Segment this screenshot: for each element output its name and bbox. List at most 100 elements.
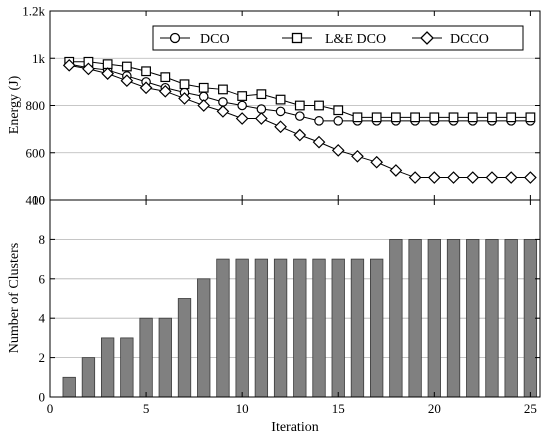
point-dcco: [504, 171, 518, 184]
legend-box: [152, 25, 524, 51]
point-l-e-dco: [525, 112, 536, 123]
point-l-e-dco: [160, 72, 171, 83]
energy-y-tick-label: 400: [26, 193, 46, 208]
cluster-bar: [254, 258, 269, 398]
cluster-bar: [466, 238, 480, 398]
point-l-e-dco: [256, 89, 267, 100]
clusters-y-axis-title: Number of Clusters: [7, 243, 22, 353]
point-l-e-dco: [294, 100, 305, 111]
point-l-e-dco: [333, 105, 344, 116]
point-dcco: [101, 67, 114, 80]
point-dcco: [389, 164, 403, 177]
point-dcco: [485, 171, 499, 184]
point-l-e-dco: [371, 112, 382, 123]
point-l-e-dco: [121, 61, 132, 72]
point-dcco: [139, 81, 153, 95]
point-l-e-dco: [275, 94, 286, 105]
x-tick-label: 5: [143, 401, 150, 416]
point-dco: [333, 116, 344, 126]
point-l-e-dco: [352, 112, 363, 123]
legend-label-dco: DCO: [200, 32, 230, 47]
point-dcco: [62, 58, 76, 72]
point-dcco: [466, 171, 480, 184]
energy-series: [62, 56, 537, 184]
point-dcco: [331, 144, 345, 157]
point-l-e-dco: [179, 79, 190, 90]
cluster-bar: [485, 238, 499, 398]
point-dcco: [408, 171, 422, 184]
point-dco: [295, 111, 305, 121]
point-l-e-dco: [429, 112, 440, 123]
point-dco: [237, 100, 247, 111]
legend-label-le-dco: L&E DCO: [325, 32, 386, 47]
point-dcco: [255, 112, 268, 125]
cluster-bar: [350, 258, 365, 398]
cluster-bar: [100, 337, 115, 398]
point-dcco: [524, 171, 537, 184]
point-dcco: [351, 149, 364, 163]
point-l-e-dco: [467, 112, 478, 123]
legend-item-dcco: DCCO: [412, 31, 489, 47]
legend-diamond-marker: [420, 31, 434, 45]
clusters-y-tick-label: 6: [39, 271, 46, 286]
point-l-e-dco: [141, 66, 151, 77]
point-dcco: [197, 99, 211, 112]
clusters-frame: [49, 199, 541, 398]
point-dcco: [293, 128, 307, 142]
x-tick-label: 20: [428, 401, 441, 416]
cluster-bar: [389, 238, 403, 398]
cluster-bar: [331, 258, 345, 398]
point-dcco: [82, 62, 95, 76]
point-dco: [256, 104, 267, 114]
legend-item-le-dco: L&E DCO: [282, 32, 386, 47]
point-l-e-dco: [390, 112, 401, 123]
cluster-bar: [139, 317, 153, 398]
clusters-y-tick-label: 10: [32, 193, 45, 208]
point-dcco: [235, 112, 249, 125]
point-l-e-dco: [448, 112, 459, 123]
point-dcco: [158, 84, 172, 98]
energy-y-tick-label: 600: [26, 145, 46, 160]
energy-y-tick-label: 1k: [32, 51, 46, 66]
energy-y-axis-title: Energy (J): [7, 75, 22, 134]
cluster-bar: [370, 258, 384, 398]
point-dcco: [447, 171, 460, 184]
clusters-y-tick-label: 2: [39, 350, 46, 365]
clusters-y-tick-label: 4: [39, 311, 46, 326]
clusters-y-ticks: 0 2 4 6 8 10: [32, 193, 540, 405]
point-l-e-dco: [198, 82, 209, 93]
point-dcco: [178, 92, 191, 105]
legend-circle-marker: [169, 32, 181, 44]
cluster-bar: [120, 337, 134, 398]
point-dco: [314, 116, 324, 126]
point-l-e-dco: [102, 59, 113, 70]
cluster-bar: [427, 238, 441, 398]
point-l-e-dco: [314, 100, 324, 111]
x-tick-label: 10: [236, 401, 249, 416]
cluster-bar: [197, 278, 211, 398]
x-tick-label: 0: [47, 401, 54, 416]
cluster-bar: [408, 238, 422, 398]
point-dcco: [427, 171, 441, 184]
cluster-bar: [62, 376, 76, 398]
x-axis-title: Iteration: [271, 420, 318, 435]
legend-square-marker: [291, 32, 303, 44]
energy-panel: 400 600 800 1k 1.2k Energy (J) DCO L&E DCO D…: [7, 4, 541, 208]
energy-y-tick-label: 1.2k: [22, 4, 45, 19]
point-l-e-dco: [506, 112, 517, 123]
point-l-e-dco: [410, 112, 420, 123]
point-dcco: [216, 105, 230, 118]
cluster-bar: [235, 258, 249, 398]
cluster-bar: [523, 238, 538, 398]
x-tick-label: 15: [332, 401, 345, 416]
cluster-bar: [216, 258, 230, 398]
point-l-e-dco: [487, 112, 497, 123]
point-l-e-dco: [237, 91, 248, 101]
point-dcco: [274, 120, 287, 134]
point-dco: [275, 106, 286, 117]
legend-label-dcco: DCCO: [450, 32, 489, 47]
cluster-bar: [312, 258, 326, 398]
cluster-bar: [273, 258, 288, 398]
point-l-e-dco: [218, 84, 228, 95]
